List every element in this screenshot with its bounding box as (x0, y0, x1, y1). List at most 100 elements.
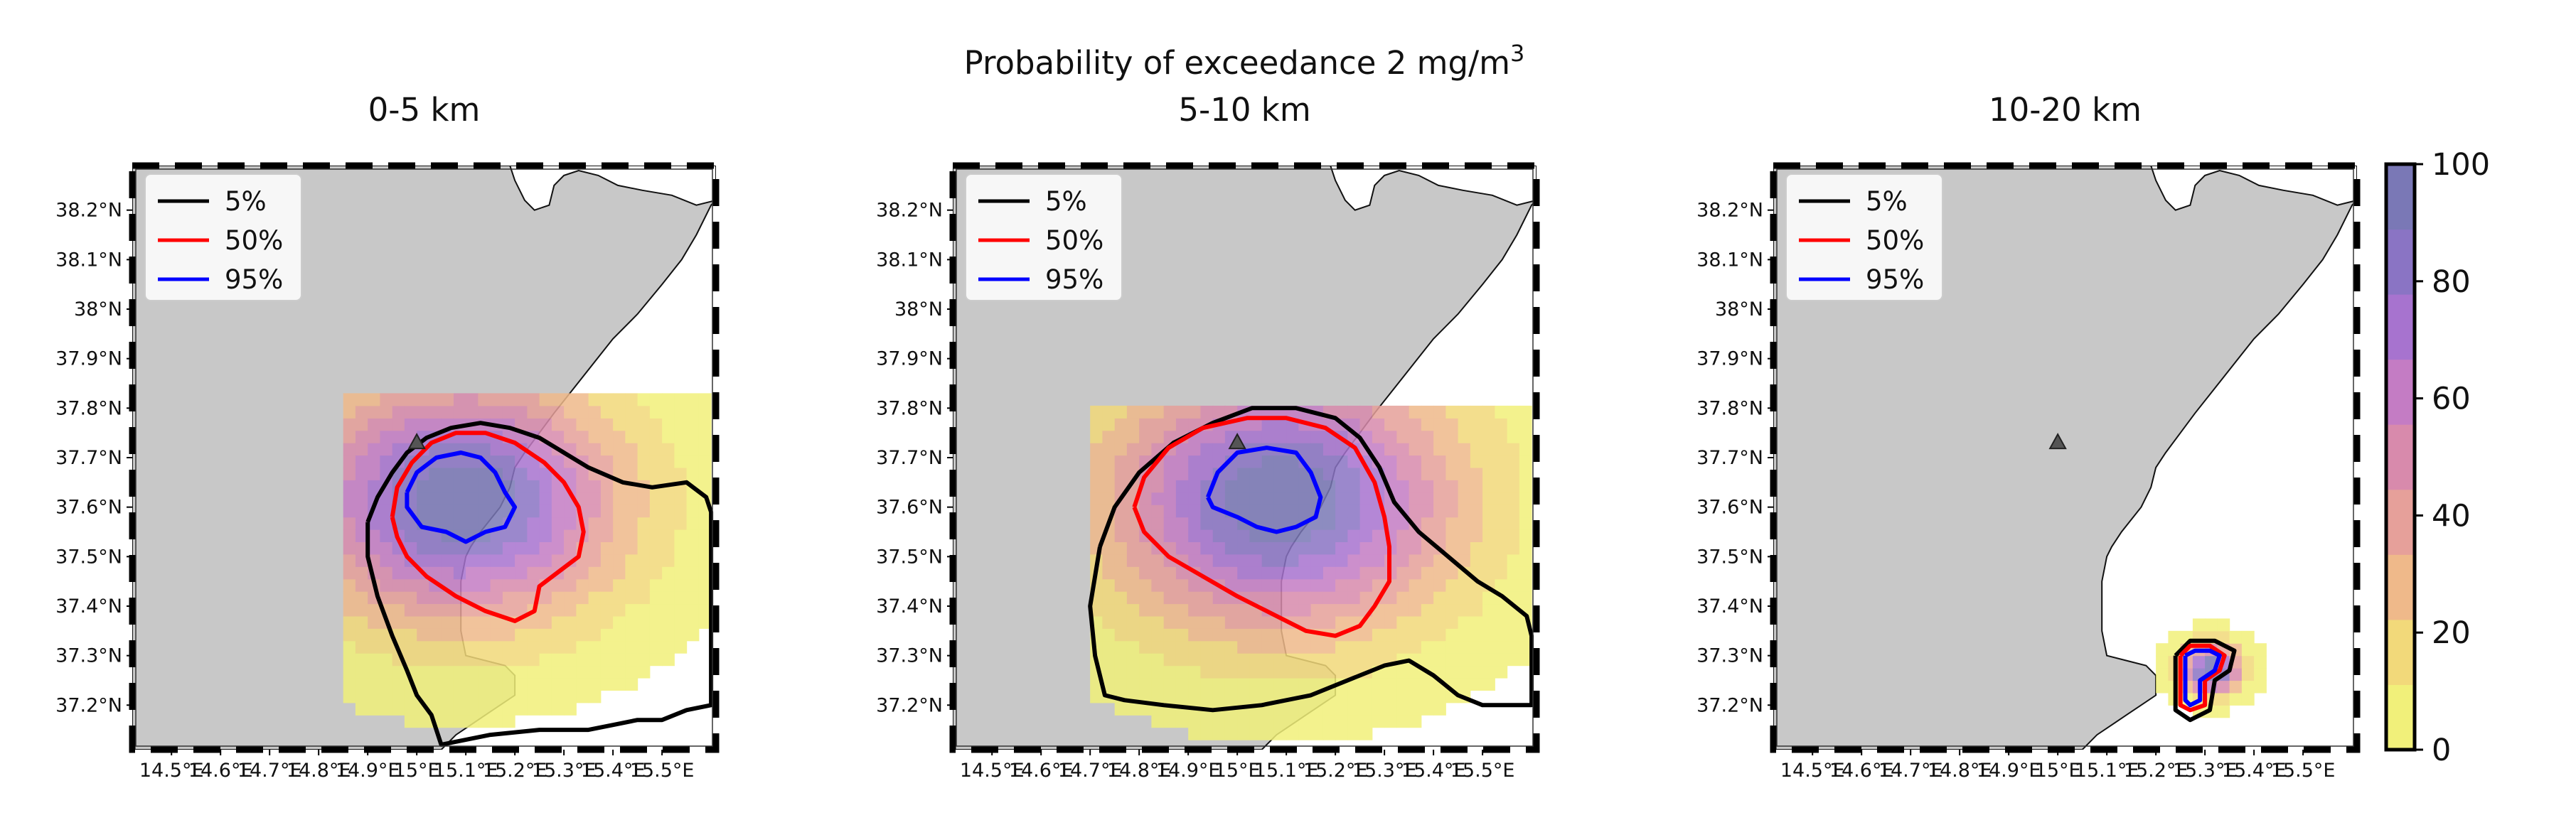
heat-cell (1286, 665, 1299, 679)
heat-cell (625, 615, 638, 629)
heat-cell (1249, 653, 1263, 667)
map-frame (949, 162, 1540, 753)
heat-cell (1298, 603, 1312, 617)
heat-cell (1090, 492, 1103, 505)
heat-cell (429, 554, 442, 567)
heat-cell (380, 455, 393, 468)
heat-cell (1114, 615, 1128, 629)
heat-cell (698, 591, 712, 605)
vent-marker (2048, 433, 2067, 450)
heat-cell (478, 517, 491, 530)
heat-cell (1335, 529, 1348, 542)
heat-cell (662, 492, 675, 505)
heat-cell (490, 702, 503, 716)
heat-cell (1495, 505, 1508, 518)
heat-cell (1261, 578, 1275, 592)
heat-cell (429, 418, 442, 431)
heat-cell (686, 554, 700, 567)
heat-cell (1249, 690, 1263, 703)
heat-cell (1409, 455, 1422, 468)
heat-cell (1090, 455, 1103, 468)
heat-cell (1433, 467, 1446, 480)
heat-cell (2156, 668, 2169, 681)
heat-cell (576, 467, 589, 480)
heat-cell (1126, 653, 1140, 667)
heat-cell (1372, 566, 1385, 580)
heat-cell (490, 715, 503, 728)
heat-cell (1458, 615, 1471, 629)
heat-cell (1163, 653, 1177, 667)
heat-cell (1163, 541, 1177, 555)
heat-cell (2241, 692, 2255, 706)
heat-cell (355, 678, 368, 691)
heat-cell (1470, 640, 1483, 654)
heat-cell (1421, 492, 1434, 505)
heat-cell (1286, 529, 1299, 542)
heat-cell (1507, 615, 1520, 629)
heat-cell (1273, 715, 1287, 728)
heat-cell (355, 554, 368, 567)
heat-cell (1224, 690, 1238, 703)
heat-cell (1212, 640, 1226, 654)
heat-cell (515, 578, 528, 592)
heat-cell (1470, 455, 1483, 468)
heat-cell (1126, 628, 1140, 642)
heat-cell (600, 430, 614, 443)
heat-cell (1310, 615, 1324, 629)
heat-cell (1212, 541, 1226, 555)
heat-cell (686, 430, 700, 443)
x-tick-label: 15°E (1214, 760, 1261, 782)
heat-cell (1200, 430, 1214, 443)
heat-cell (551, 541, 565, 555)
legend-box (965, 173, 1123, 301)
heat-cell (1102, 480, 1116, 493)
heat-cell (1151, 505, 1165, 518)
heat-cell (1188, 690, 1201, 703)
heat-cell (1495, 554, 1508, 567)
colorbar-segment (2386, 164, 2415, 230)
heat-cell (1409, 430, 1422, 443)
heat-cell (637, 541, 651, 555)
heat-cell (698, 517, 712, 530)
heat-cell (1507, 480, 1520, 493)
heat-cell (576, 690, 589, 703)
heat-cell (613, 615, 626, 629)
heat-cell (1261, 690, 1275, 703)
heat-cell (466, 541, 479, 555)
heat-cell (1212, 603, 1226, 617)
x-tick-label: 15.4°E (2222, 760, 2287, 782)
heat-cell (649, 653, 663, 667)
heat-cell (1409, 578, 1422, 592)
heat-cell (1126, 541, 1140, 555)
heat-cell (1286, 578, 1299, 592)
heat-cell (1090, 480, 1103, 493)
heat-cell (1261, 615, 1275, 629)
land-area (1773, 166, 2357, 750)
heat-cell (539, 591, 552, 605)
heat-cell (1273, 505, 1287, 518)
heat-cell (368, 430, 380, 443)
colorbar-segment (2386, 489, 2415, 555)
heat-cell (429, 393, 442, 406)
heat-cell (1421, 455, 1434, 468)
heat-cell (490, 554, 503, 567)
heat-cell (417, 529, 429, 542)
heat-cell (600, 566, 614, 580)
heat-cell (1519, 578, 1532, 592)
x-tick-label: 15.4°E (1401, 760, 1466, 782)
heat-cell (1482, 628, 1495, 642)
heat-cell (649, 405, 663, 419)
heat-cell (1396, 578, 1410, 592)
heat-cell (588, 430, 602, 443)
heat-cell (1507, 566, 1520, 580)
heat-cell (1470, 628, 1483, 642)
heat-cell (527, 505, 540, 518)
heat-cell (478, 492, 491, 505)
heat-cell (551, 665, 565, 679)
heat-cell (1310, 566, 1324, 580)
heat-cell (1126, 702, 1140, 716)
heat-cell (625, 628, 638, 642)
heat-cell (478, 405, 491, 419)
heat-cell (1519, 505, 1532, 518)
heat-cell (1445, 653, 1459, 667)
